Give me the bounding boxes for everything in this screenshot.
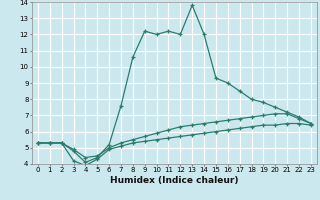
X-axis label: Humidex (Indice chaleur): Humidex (Indice chaleur) xyxy=(110,176,239,185)
